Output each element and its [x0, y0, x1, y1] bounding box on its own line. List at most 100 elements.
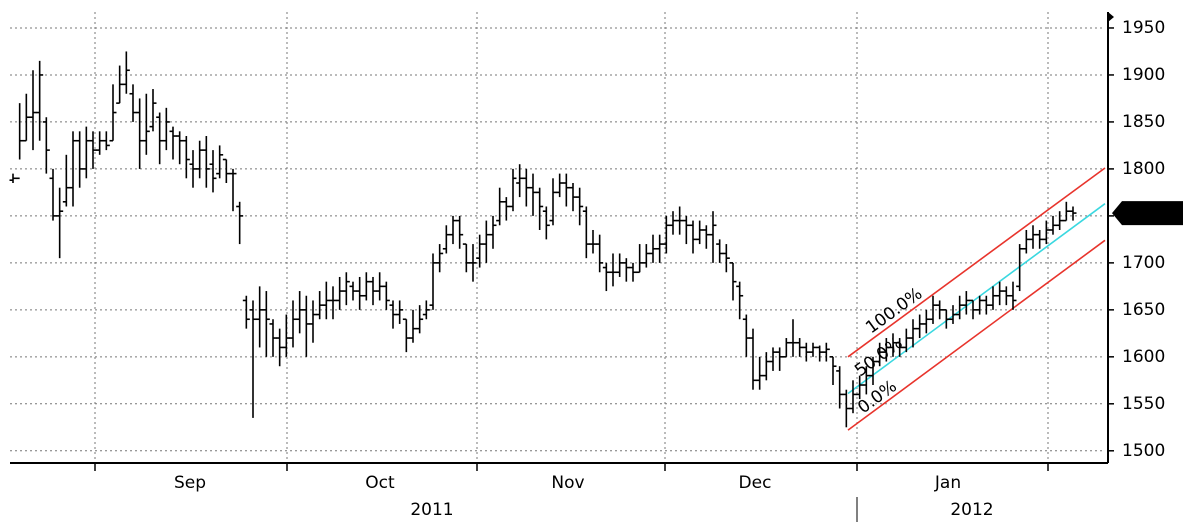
ohlc-bar	[209, 150, 217, 193]
ohlc-bar	[369, 276, 377, 306]
ohlc-bar	[542, 206, 550, 240]
ohlc-bar	[242, 295, 250, 329]
ohlc-bar	[496, 187, 504, 226]
ohlc-bar	[789, 319, 797, 357]
ohlc-bar	[649, 234, 657, 263]
ohlc-bar	[982, 295, 990, 315]
year-label: 2011	[410, 500, 453, 520]
ohlc-bar	[462, 243, 470, 273]
y-tick-label: 1850	[1122, 112, 1165, 132]
ohlc-bar	[576, 187, 584, 226]
ohlc-bar	[742, 314, 750, 357]
ohlc-bar	[642, 244, 650, 268]
ohlc-bar	[436, 244, 444, 273]
ohlc-bar	[216, 145, 224, 179]
channel-line	[847, 239, 1106, 431]
ohlc-bar	[42, 117, 50, 174]
ohlc-bar	[729, 262, 737, 301]
ohlc-bar	[356, 276, 364, 310]
ohlc-bar	[109, 84, 117, 142]
ohlc-bar	[722, 244, 730, 273]
ohlc-bar	[469, 244, 477, 282]
ohlc-bar	[909, 319, 917, 348]
ohlc-bar	[69, 131, 77, 207]
ohlc-bar	[342, 272, 350, 306]
y-tick-label: 1500	[1122, 441, 1165, 461]
ohlc-bar	[569, 183, 577, 212]
ohlc-bar	[396, 300, 404, 324]
ohlc-bar	[336, 276, 344, 310]
ohlc-bar	[556, 173, 564, 198]
ohlc-bar	[609, 253, 617, 287]
ohlc-bar	[896, 338, 904, 357]
ohlc-bar	[276, 328, 284, 367]
ohlc-bar	[596, 234, 604, 273]
ohlc-bar	[509, 168, 517, 212]
ohlc-bar	[196, 140, 204, 179]
last-price-label: 1753.	[1123, 204, 1177, 224]
ohlc-bar	[856, 375, 864, 400]
ohlc-bar	[9, 173, 17, 184]
ohlc-bar	[529, 173, 537, 216]
ohlc-bar	[56, 187, 64, 259]
ohlc-bar	[456, 215, 464, 249]
ohlc-bar	[229, 168, 237, 212]
ohlc-bar	[289, 300, 297, 348]
ohlc-bar	[829, 356, 837, 386]
ohlc-bar	[269, 319, 277, 357]
y-tick-label: 1650	[1122, 300, 1165, 320]
ohlc-bar	[182, 136, 190, 179]
ohlc-bar	[562, 173, 570, 207]
ohlc-bar	[49, 168, 57, 221]
ohlc-bar	[129, 84, 137, 122]
ohlc-bar	[256, 286, 264, 348]
ohlc-bar	[622, 258, 630, 282]
ohlc-bar	[16, 103, 24, 180]
ohlc-bar	[816, 345, 824, 362]
ohlc-bar	[442, 225, 450, 254]
ohlc-bar	[956, 295, 964, 320]
ohlc-bar	[796, 338, 804, 357]
ohlc-bar	[762, 352, 770, 381]
ohlc-bar	[676, 206, 684, 235]
ohlc-bar	[836, 366, 844, 409]
ohlc-bar	[876, 342, 884, 367]
ohlc-bar	[142, 93, 150, 155]
ohlc-bar	[536, 187, 544, 230]
ohlc-bar	[249, 300, 257, 418]
ohlc-bar	[1056, 211, 1064, 230]
month-label: Dec	[739, 473, 772, 493]
ohlc-bar	[169, 126, 177, 160]
ohlc-bar	[702, 225, 710, 249]
ohlc-bar	[716, 239, 724, 263]
ohlc-bar	[969, 299, 977, 320]
ohlc-bar	[36, 60, 44, 141]
ohlc-bar	[62, 154, 70, 207]
ohlc-bar	[189, 150, 197, 188]
ohlc-bar	[662, 215, 670, 254]
ohlc-bar	[122, 51, 130, 94]
ohlc-bar	[1009, 281, 1017, 310]
ohlc-bar	[862, 366, 870, 395]
ohlc-bar	[489, 215, 497, 249]
ohlc-bar	[1062, 201, 1070, 222]
ohlc-bar	[809, 342, 817, 357]
ohlc-bar	[149, 89, 157, 132]
ohlc-bar	[1042, 220, 1050, 245]
ohlc-bar	[422, 300, 430, 320]
ohlc-bar	[29, 70, 37, 151]
ohlc-bar	[416, 305, 424, 334]
ohlc-bar	[316, 291, 324, 320]
ohlc-bar	[782, 338, 790, 358]
ohlc-bar	[1016, 244, 1024, 292]
ohlc-bar	[522, 168, 530, 207]
channel-label: 100.0%	[862, 284, 926, 338]
ohlc-bar	[589, 229, 597, 254]
year-label: 2012	[950, 500, 993, 520]
ohlc-bar	[382, 281, 390, 310]
ohlc-bar	[942, 309, 950, 329]
month-label: Jan	[934, 473, 961, 493]
ohlc-bar	[962, 291, 970, 315]
channel-line	[847, 167, 1106, 358]
